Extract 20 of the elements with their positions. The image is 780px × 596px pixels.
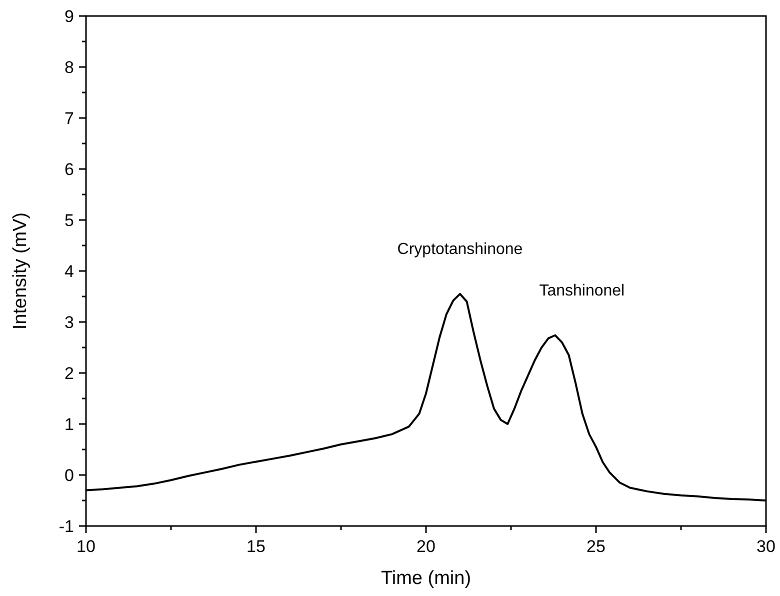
x-tick-label: 10 [76,537,96,556]
y-tick-label: 4 [64,262,74,281]
x-tick-label: 30 [756,537,776,556]
y-tick-label: 6 [64,160,74,179]
y-tick-label: 8 [64,58,74,77]
y-tick-label: 7 [64,108,74,128]
x-tick-label: 20 [416,537,436,556]
x-tick-label: 25 [586,537,606,556]
y-tick-label: 5 [64,210,74,230]
y-tick-label: -1 [58,516,74,536]
x-axis-title: Time (min) [380,568,472,589]
annotation: Tanshinonel [539,282,625,300]
y-tick-label: 0 [64,466,74,485]
y-tick-label: 9 [64,6,74,26]
y-tick-label: 2 [64,364,74,383]
y-axis-title: Intensity (mV) [10,212,31,330]
annotation: Cryptotanshinone [397,240,523,258]
x-tick-label: 15 [246,537,266,556]
y-tick-label: 3 [64,312,74,332]
y-tick-label: 1 [64,414,74,434]
